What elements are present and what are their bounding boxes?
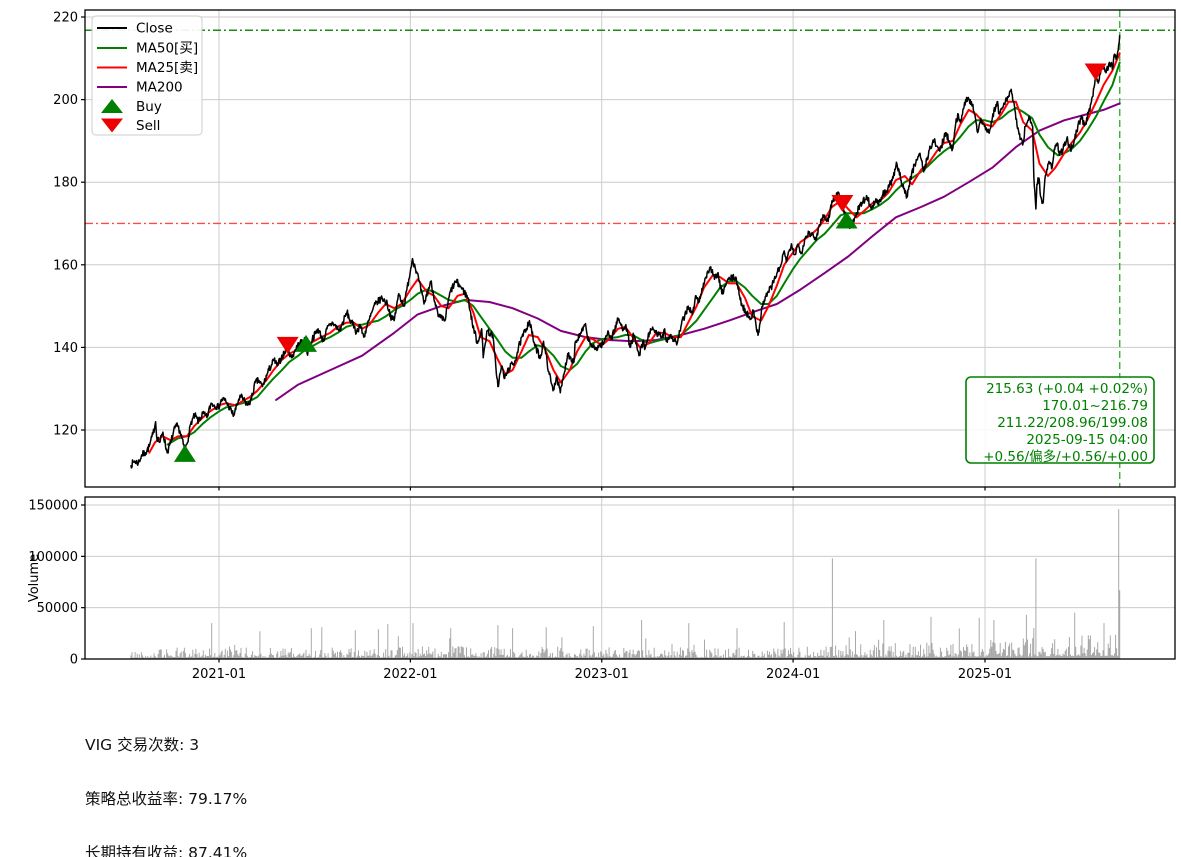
- trade-markers: [173, 63, 1107, 462]
- sell-marker: [1084, 63, 1107, 81]
- legend-box: [91, 15, 203, 136]
- volume-tick-label: 50000: [37, 601, 78, 616]
- date-tick-label: 2023-01: [575, 667, 629, 682]
- ma200-line: [275, 102, 1121, 401]
- volume-tick-label: 150000: [28, 499, 78, 514]
- grid: [85, 10, 1175, 659]
- stats-buyhold-return: 长期持有收益: 87.41%: [85, 844, 248, 857]
- annotation-ma-line: 211.22/208.96/199.08: [997, 415, 1148, 431]
- volume-tick-label: 0: [70, 653, 78, 668]
- buy-marker: [835, 211, 858, 229]
- price-tick-label: 140: [53, 341, 78, 356]
- legend-close-label: Close: [136, 21, 173, 37]
- axes: 120 140 160 180 200 220 0 50000 100000 150000 2021…: [28, 9, 1176, 682]
- quote-annotation: 215.63 (+0.04 +0.02%) 170.01~216.79 211.…: [965, 376, 1155, 465]
- buy-marker: [173, 444, 196, 462]
- annotation-price-line: 215.63 (+0.04 +0.02%): [986, 381, 1148, 397]
- legend-sell-triangle-icon: [101, 118, 123, 133]
- annotation-range-line: 170.01~216.79: [1042, 398, 1148, 414]
- date-tick-label: 2021-01: [192, 667, 246, 682]
- legend: Close MA50[买] MA25[卖] MA200 Buy Sell: [91, 15, 203, 136]
- price-tick-label: 180: [53, 176, 78, 191]
- sell-marker: [276, 336, 299, 354]
- stats-trade-count: VIG 交易次数: 3: [85, 736, 200, 754]
- legend-ma50-label: MA50[买]: [136, 41, 198, 57]
- strategy-stats: VIG 交易次数: 3 策略总收益率: 79.17% 长期持有收益: 87.41…: [85, 700, 592, 857]
- price-tick-label: 220: [53, 11, 78, 26]
- legend-ma25-label: MA25[卖]: [136, 60, 198, 76]
- date-tick-label: 2024-01: [766, 667, 820, 682]
- stats-strategy-return: 策略总收益率: 79.17%: [85, 790, 248, 808]
- sell-marker: [831, 195, 854, 213]
- legend-ma200-label: MA200: [136, 80, 183, 96]
- legend-sell-label: Sell: [136, 118, 160, 134]
- close-line: [130, 34, 1121, 469]
- volume-bar-series: [130, 509, 1121, 659]
- annotation-bias-line: +0.56/偏多/+0.56/+0.00: [983, 448, 1148, 465]
- price-tick-label: 200: [53, 93, 78, 108]
- volume-tick-label: 100000: [28, 550, 78, 565]
- price-tick-label: 120: [53, 424, 78, 439]
- date-tick-label: 2025-01: [958, 667, 1012, 682]
- stock-chart-svg: 120 140 160 180 200 220 0 50000 100000 150000 2021…: [27, 9, 1176, 682]
- price-panel-border: [84, 9, 1176, 488]
- volume-bars: [130, 509, 1121, 659]
- legend-buy-label: Buy: [136, 99, 162, 115]
- price-tick-label: 160: [53, 258, 78, 273]
- buy-marker: [295, 334, 318, 352]
- date-tick-label: 2022-01: [383, 667, 437, 682]
- volume-panel-border: [84, 496, 1176, 660]
- annotation-date-line: 2025-09-15 04:00: [1026, 432, 1148, 448]
- quote-annotation-box: [965, 376, 1155, 464]
- legend-buy-triangle-icon: [101, 99, 123, 113]
- volume-axis-label: Volume: [27, 554, 42, 602]
